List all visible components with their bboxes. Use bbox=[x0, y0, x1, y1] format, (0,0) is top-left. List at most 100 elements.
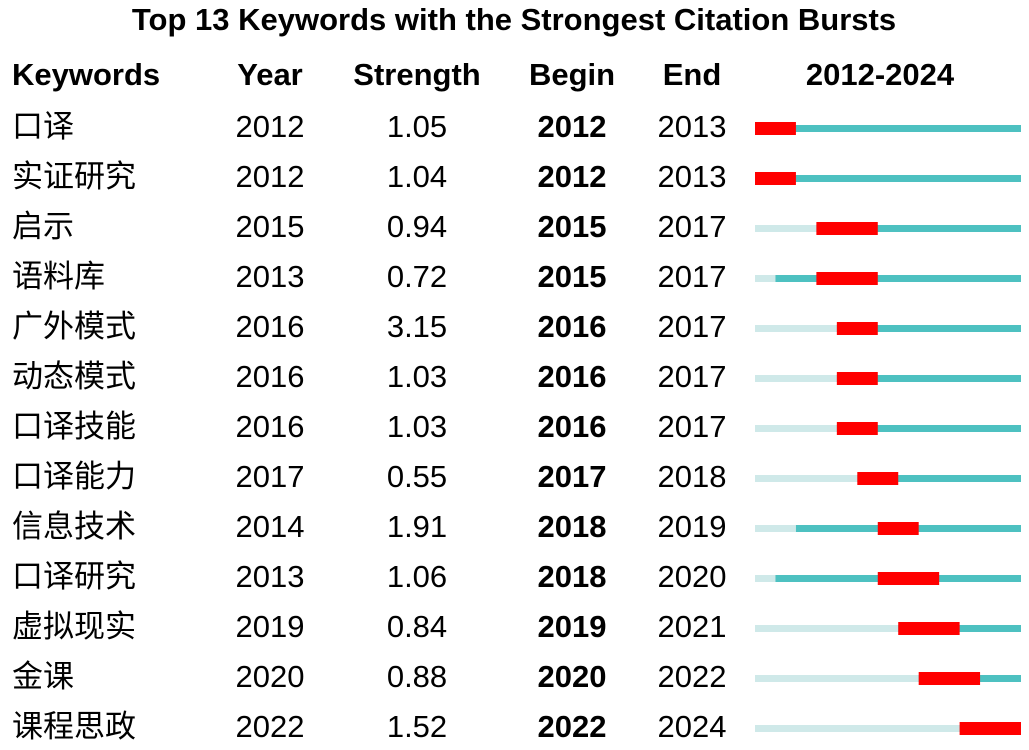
end: 2024 bbox=[658, 709, 727, 744]
burst bbox=[755, 122, 796, 135]
end: 2017 bbox=[658, 359, 727, 394]
keyword: 口译研究 bbox=[12, 559, 136, 594]
keyword: 动态模式 bbox=[12, 359, 136, 394]
pre-period bbox=[755, 575, 776, 582]
pre-period bbox=[755, 525, 796, 532]
pre-period bbox=[755, 375, 837, 382]
year: 2022 bbox=[236, 709, 305, 744]
strength: 1.03 bbox=[387, 359, 447, 394]
burst bbox=[755, 172, 796, 185]
begin: 2016 bbox=[538, 359, 607, 394]
begin: 2012 bbox=[538, 159, 607, 194]
keyword: 广外模式 bbox=[12, 309, 136, 344]
strength: 1.06 bbox=[387, 559, 447, 594]
strength: 3.15 bbox=[387, 309, 447, 344]
burst bbox=[836, 422, 878, 435]
year: 2016 bbox=[236, 409, 305, 444]
pre-period bbox=[755, 675, 919, 682]
end: 2017 bbox=[658, 309, 727, 344]
strength: 0.72 bbox=[387, 259, 447, 294]
end: 2019 bbox=[658, 509, 727, 544]
active-period bbox=[755, 175, 1021, 182]
title: Top 13 Keywords with the Strongest Citat… bbox=[132, 2, 896, 37]
pre-period bbox=[755, 425, 837, 432]
begin: 2018 bbox=[538, 559, 607, 594]
burst bbox=[836, 372, 878, 385]
year: 2013 bbox=[236, 559, 305, 594]
strength: 1.52 bbox=[387, 709, 447, 744]
begin: 2022 bbox=[538, 709, 607, 744]
strength: 1.05 bbox=[387, 109, 447, 144]
active-period bbox=[816, 225, 1021, 232]
column-header: Begin bbox=[529, 57, 615, 92]
keyword: 口译技能 bbox=[12, 409, 136, 444]
end: 2013 bbox=[658, 109, 727, 144]
year: 2016 bbox=[236, 309, 305, 344]
column-header: Strength bbox=[353, 57, 480, 92]
burst bbox=[877, 522, 919, 535]
end: 2020 bbox=[658, 559, 727, 594]
burst bbox=[816, 272, 878, 285]
year: 2014 bbox=[236, 509, 305, 544]
active-period bbox=[755, 125, 1021, 132]
strength: 0.84 bbox=[387, 609, 447, 644]
begin: 2016 bbox=[538, 309, 607, 344]
strength: 0.94 bbox=[387, 209, 447, 244]
active-period bbox=[836, 325, 1021, 332]
burst bbox=[898, 622, 960, 635]
column-header: Year bbox=[237, 57, 303, 92]
active-period bbox=[857, 475, 1021, 482]
pre-period bbox=[755, 275, 776, 282]
pre-period bbox=[755, 325, 837, 332]
end: 2017 bbox=[658, 409, 727, 444]
begin: 2019 bbox=[538, 609, 607, 644]
keyword: 启示 bbox=[12, 209, 74, 244]
year: 2019 bbox=[236, 609, 305, 644]
strength: 0.55 bbox=[387, 459, 447, 494]
burst bbox=[836, 322, 878, 335]
strength: 1.04 bbox=[387, 159, 447, 194]
end: 2017 bbox=[658, 209, 727, 244]
burst bbox=[877, 572, 940, 585]
begin: 2012 bbox=[538, 109, 607, 144]
year: 2015 bbox=[236, 209, 305, 244]
end: 2017 bbox=[658, 259, 727, 294]
year: 2017 bbox=[236, 459, 305, 494]
keyword: 虚拟现实 bbox=[12, 609, 136, 644]
keyword: 语料库 bbox=[12, 259, 105, 294]
begin: 2015 bbox=[538, 209, 607, 244]
burst bbox=[816, 222, 878, 235]
column-header: Keywords bbox=[12, 57, 160, 92]
pre-period bbox=[755, 225, 817, 232]
active-period bbox=[836, 375, 1021, 382]
year: 2013 bbox=[236, 259, 305, 294]
strength: 1.91 bbox=[387, 509, 447, 544]
pre-period bbox=[755, 475, 858, 482]
burst bbox=[857, 472, 899, 485]
keyword: 金课 bbox=[12, 659, 74, 694]
year: 2012 bbox=[236, 109, 305, 144]
begin: 2018 bbox=[538, 509, 607, 544]
keyword: 信息技术 bbox=[12, 509, 136, 544]
year: 2012 bbox=[236, 159, 305, 194]
begin: 2016 bbox=[538, 409, 607, 444]
keyword: 口译 bbox=[12, 109, 74, 144]
strength: 0.88 bbox=[387, 659, 447, 694]
begin: 2017 bbox=[538, 459, 607, 494]
begin: 2020 bbox=[538, 659, 607, 694]
end: 2022 bbox=[658, 659, 727, 694]
year: 2020 bbox=[236, 659, 305, 694]
keyword: 口译能力 bbox=[12, 459, 136, 494]
end: 2013 bbox=[658, 159, 727, 194]
pre-period bbox=[755, 625, 899, 632]
year: 2016 bbox=[236, 359, 305, 394]
burst bbox=[918, 672, 981, 685]
keyword: 实证研究 bbox=[12, 159, 136, 194]
column-header: 2012-2024 bbox=[806, 57, 955, 92]
pre-period bbox=[755, 725, 960, 732]
begin: 2015 bbox=[538, 259, 607, 294]
burst bbox=[959, 722, 1021, 735]
column-header: End bbox=[663, 57, 722, 92]
